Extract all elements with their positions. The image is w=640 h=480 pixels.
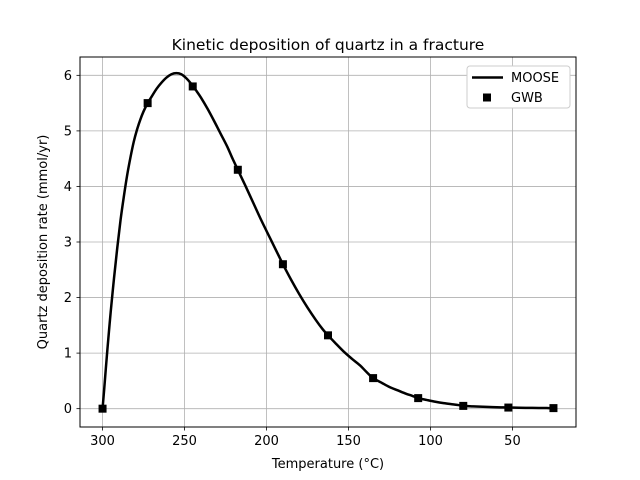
x-tick-label: 150 [336, 434, 361, 449]
gwb-data-point-marker [504, 403, 513, 412]
x-tick-label: 100 [418, 434, 443, 449]
legend: MOOSE GWB [466, 65, 571, 109]
y-tick-label: 3 [64, 236, 72, 251]
legend-label-moose: MOOSE [511, 71, 559, 86]
gwb-data-point-marker [98, 404, 107, 413]
y-tick-label: 5 [64, 124, 72, 139]
x-axis-label: Temperature (°C) [271, 457, 384, 472]
gwb-data-point-marker [278, 260, 287, 269]
y-tick-label: 4 [64, 180, 72, 195]
y-tick-label: 0 [64, 402, 72, 417]
gwb-data-point-marker [414, 394, 423, 403]
x-tick-label: 50 [504, 434, 521, 449]
gridlines [80, 57, 576, 427]
data-series [98, 71, 558, 413]
gwb-data-point-marker [143, 99, 152, 108]
gwb-data-point-marker [188, 82, 197, 91]
legend-label-gwb: GWB [511, 91, 543, 106]
x-tick-label: 200 [254, 434, 279, 449]
gwb-data-point-marker [233, 165, 242, 174]
y-tick-label: 2 [64, 291, 72, 306]
gwb-data-point-marker [549, 404, 558, 413]
x-tick-label: 300 [90, 434, 115, 449]
x-tick-labels: 300 250 200 150 100 50 [90, 434, 521, 449]
gwb-data-point-marker [369, 374, 378, 383]
y-tick-label: 1 [64, 347, 72, 362]
gwb-data-point-marker [324, 331, 332, 340]
y-axis-label: Quartz deposition rate (mmol/yr) [36, 135, 51, 350]
y-tick-labels: 0 1 2 3 4 5 6 [64, 69, 72, 417]
tick-marks [76, 74, 513, 431]
legend-square-marker-icon [483, 93, 491, 102]
chart-title: Kinetic deposition of quartz in a fractu… [172, 36, 485, 54]
gwb-data-point-marker [459, 401, 468, 410]
y-tick-label: 6 [64, 69, 72, 84]
x-tick-label: 250 [172, 434, 197, 449]
moose-line-series [101, 71, 555, 410]
